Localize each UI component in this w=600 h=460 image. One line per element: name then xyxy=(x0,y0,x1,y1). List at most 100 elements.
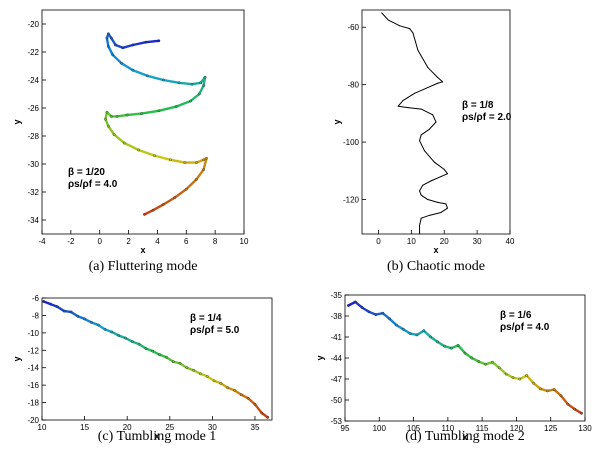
trajectory-point xyxy=(497,366,501,370)
trajectory-point xyxy=(165,355,168,359)
y-axis-label: y xyxy=(332,119,342,124)
trajectory-segment xyxy=(559,394,570,406)
trajectory-point xyxy=(443,344,446,348)
trajectory-segment xyxy=(427,199,439,203)
x-tick-label: 0 xyxy=(376,237,381,246)
x-tick-label: 115 xyxy=(476,424,489,433)
trajectory-segment xyxy=(566,403,576,411)
trajectory-point xyxy=(109,115,113,118)
trajectory-point xyxy=(190,82,194,86)
x-tick-label: 10 xyxy=(38,423,47,432)
y-tick-label: -8 xyxy=(32,311,40,320)
trajectory-point xyxy=(105,36,109,40)
trajectory-segment xyxy=(427,66,439,78)
annotation-density: ρs/ρf = 2.0 xyxy=(462,112,512,123)
trajectory-point xyxy=(157,39,161,43)
x-tick-label: 20 xyxy=(440,237,449,246)
trajectory-series xyxy=(42,300,270,419)
trajectory-point xyxy=(131,43,135,47)
trajectory-segment xyxy=(498,366,508,376)
trajectory-segment xyxy=(125,112,143,117)
trajectory-point xyxy=(117,334,121,337)
trajectory-point xyxy=(504,372,508,376)
trajectory-segment xyxy=(354,300,364,309)
y-tick-label: -28 xyxy=(27,132,39,141)
trajectory-point xyxy=(381,311,385,315)
trajectory-segment xyxy=(173,187,188,199)
trajectory-point xyxy=(131,68,135,72)
trajectory-point xyxy=(177,81,181,85)
trajectory-segment xyxy=(525,374,535,385)
trajectory-segment xyxy=(110,36,117,47)
trajectory-segment xyxy=(169,158,187,164)
trajectory-segment xyxy=(463,351,474,360)
trajectory-segment xyxy=(420,128,430,136)
y-tick-label: -44 xyxy=(330,354,342,363)
trajectory-point xyxy=(212,379,216,383)
trajectory-point xyxy=(511,376,515,379)
trajectory-point xyxy=(199,372,202,376)
trajectory-series xyxy=(381,12,449,235)
y-tick-label: -12 xyxy=(27,346,39,355)
trajectory-point xyxy=(367,310,371,314)
trajectory-point xyxy=(103,328,107,331)
x-tick-label: 25 xyxy=(165,423,174,432)
trajectory-segment xyxy=(121,43,135,49)
trajectory-point xyxy=(76,314,80,318)
parameter-annotation: β = 1/6 ρs/ρf = 4.0 xyxy=(500,310,550,333)
panel-caption: (a) Fluttering mode xyxy=(89,259,198,274)
x-tick-label: 0 xyxy=(97,237,102,246)
trajectory-point xyxy=(463,351,467,355)
trajectory-point xyxy=(532,381,535,385)
trajectory-segment xyxy=(202,75,207,87)
trajectory-segment xyxy=(253,403,263,415)
annotation-beta: β = 1/20 xyxy=(68,167,105,178)
trajectory-point xyxy=(161,78,165,82)
trajectory-point xyxy=(477,360,481,363)
trajectory-point xyxy=(573,407,577,411)
trajectory-point xyxy=(246,396,250,400)
panel-tumbling-2: 95 100 105 110 115 120 125 130 -35 -38 -41 -44 -47 -5… xyxy=(315,291,592,444)
trajectory-point xyxy=(266,416,270,419)
trajectory-segment xyxy=(123,141,140,152)
trajectory-point xyxy=(422,329,426,333)
trajectory-point xyxy=(69,310,73,314)
x-tick-label: 4 xyxy=(155,237,160,246)
annotation-density: ρs/ρf = 4.0 xyxy=(68,179,118,190)
parameter-annotation: β = 1/20 ρs/ρf = 4.0 xyxy=(68,167,118,190)
trajectory-segment xyxy=(202,157,208,171)
x-tick-label: 105 xyxy=(407,424,421,433)
trajectory-point xyxy=(456,344,460,347)
x-tick-label: 30 xyxy=(473,237,482,246)
trajectory-point xyxy=(151,208,155,212)
y-tick-label: -24 xyxy=(27,76,39,85)
x-axis-label: x xyxy=(140,245,145,255)
y-tick-label: -26 xyxy=(27,104,39,113)
trajectory-segment xyxy=(140,109,161,115)
trajectory-point xyxy=(111,53,115,57)
trajectory-point xyxy=(408,332,412,335)
trajectory-point xyxy=(219,382,223,385)
trajectory-segment xyxy=(420,194,429,201)
x-tick-label: 35 xyxy=(251,423,260,432)
trajectory-segment xyxy=(437,201,447,205)
trajectory-segment xyxy=(532,382,542,390)
parameter-annotation: β = 1/4 ρs/ρf = 5.0 xyxy=(190,313,240,336)
x-tick-label: 95 xyxy=(341,424,350,433)
trajectory-segment xyxy=(445,203,449,209)
trajectory-point xyxy=(360,306,364,309)
trajectory-point xyxy=(107,124,110,128)
trajectory-point xyxy=(205,375,209,378)
trajectory-segment xyxy=(491,361,501,369)
trajectory-segment xyxy=(151,203,165,212)
trajectory-segment xyxy=(419,140,425,152)
trajectory-point xyxy=(83,317,86,321)
trajectory-point xyxy=(470,356,474,360)
panel-chaotic: 0 10 20 30 40 -60 -80 -100 -120 x y β = 1/8 ρs/ρf = … xyxy=(332,9,515,274)
trajectory-point xyxy=(226,386,230,390)
y-tick-label: -35 xyxy=(330,291,342,300)
trajectory-segment xyxy=(198,84,205,96)
trajectory-point xyxy=(202,84,205,87)
trajectory-series xyxy=(347,300,583,415)
